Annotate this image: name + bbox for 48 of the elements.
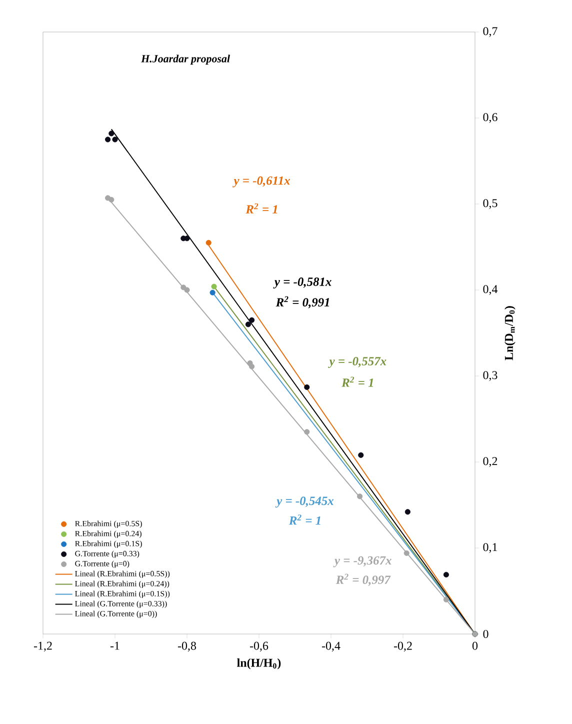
- y-tick-label: 0,4: [483, 285, 498, 295]
- point: [357, 494, 363, 500]
- point: [304, 384, 310, 390]
- y-tick-label: 0,1: [483, 543, 498, 553]
- point: [249, 317, 255, 323]
- annotation: y = -0,581x: [273, 278, 332, 289]
- point: [108, 196, 114, 202]
- point: [210, 290, 216, 296]
- x-axis-title: ln(H/H$_{0}$): [237, 658, 281, 670]
- point: [184, 287, 190, 293]
- x-tick-label: -1,2: [34, 642, 52, 652]
- text: H.Joardar proposal: [141, 54, 230, 65]
- point: [443, 572, 449, 578]
- point: [304, 429, 310, 435]
- y-tick-label: 0,7: [483, 27, 498, 37]
- annotation: R$^{2}$ = 0,991: [276, 296, 330, 308]
- y-axis-title: Ln(D$_{m}$/D$_{0}$): [504, 306, 516, 360]
- annotation: y = -0,545x: [275, 496, 334, 508]
- y-tick-label: 0: [483, 630, 488, 638]
- point: [245, 322, 251, 328]
- point: [206, 240, 212, 246]
- point: [211, 284, 217, 290]
- annotation: R$^{2}$ = 0,997: [336, 574, 391, 586]
- annotation: R$^{2}$ = 1: [342, 376, 374, 387]
- x-tick-label: 0: [472, 642, 478, 650]
- y-tick-label: 0,2: [483, 457, 498, 467]
- point: [105, 136, 111, 142]
- point: [249, 364, 255, 370]
- x-tick-label: -0,8: [178, 642, 196, 652]
- point: [443, 596, 449, 602]
- annotation: y = -9,367x: [333, 556, 392, 568]
- point: [180, 284, 186, 290]
- annotation: y = -0,611x: [232, 176, 290, 188]
- y-tick-label: 0,6: [483, 113, 498, 123]
- point: [112, 136, 118, 142]
- x-tick-label: -1: [110, 642, 120, 650]
- point: [108, 130, 114, 136]
- x-tick-label: -0,6: [250, 642, 268, 652]
- x-tick-label: -0,2: [394, 642, 412, 652]
- point: [404, 550, 410, 556]
- y-tick-label: 0,3: [483, 371, 498, 381]
- annotation: y = -0,557x: [328, 357, 386, 368]
- x-tick-label: -0,4: [322, 642, 340, 652]
- point: [358, 452, 364, 458]
- y-tick-label: 0,5: [483, 199, 498, 209]
- annotation: R$^{2}$ = 1: [246, 203, 278, 214]
- annotation: R$^{2}$ = 1: [288, 514, 320, 525]
- point: [404, 509, 410, 515]
